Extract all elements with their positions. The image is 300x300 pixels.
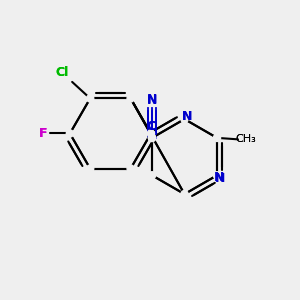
Circle shape — [148, 134, 156, 141]
Text: N: N — [215, 172, 225, 185]
Circle shape — [87, 165, 94, 172]
Circle shape — [213, 134, 220, 141]
Circle shape — [66, 130, 74, 137]
Circle shape — [213, 172, 220, 179]
Text: F: F — [39, 127, 47, 140]
Circle shape — [87, 95, 94, 102]
Text: N: N — [147, 94, 157, 107]
Text: F: F — [39, 127, 47, 140]
Text: C: C — [146, 120, 155, 133]
Text: N: N — [182, 110, 193, 123]
Text: N: N — [214, 171, 225, 184]
Text: CH₃: CH₃ — [235, 134, 256, 144]
Text: N: N — [182, 110, 192, 123]
Circle shape — [181, 116, 188, 123]
Text: CH₃: CH₃ — [235, 134, 256, 144]
Circle shape — [181, 190, 188, 198]
Text: N: N — [147, 93, 157, 106]
Text: Cl: Cl — [55, 66, 68, 80]
Circle shape — [127, 95, 134, 102]
Text: Cl: Cl — [55, 66, 68, 80]
Text: C: C — [147, 120, 156, 133]
Circle shape — [148, 134, 156, 141]
Circle shape — [127, 165, 134, 172]
Circle shape — [148, 172, 156, 179]
Circle shape — [147, 130, 155, 137]
